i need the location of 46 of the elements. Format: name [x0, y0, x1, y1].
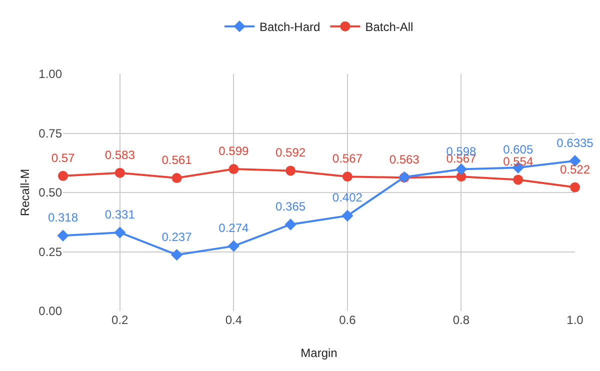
data-label: 0.402	[332, 190, 363, 205]
x-tick-label: 0.2	[112, 313, 129, 327]
y-tick-label: 1.00	[38, 67, 62, 82]
point	[342, 172, 352, 182]
data-label: 0.583	[104, 148, 136, 162]
data-label: 0.563	[389, 152, 420, 167]
point	[114, 226, 126, 238]
point	[513, 174, 524, 185]
point	[172, 173, 182, 184]
data-label: 0.599	[218, 144, 250, 158]
data-label: 0.57	[51, 150, 75, 165]
point	[455, 163, 468, 176]
point	[228, 164, 239, 174]
x-tick-label: 0.8	[452, 313, 470, 327]
point	[570, 182, 580, 192]
point	[342, 210, 354, 222]
point	[58, 170, 68, 181]
x-tick-label: 0.4	[225, 313, 242, 327]
data-label: 0.561	[162, 153, 192, 168]
legend-label: Batch-All	[365, 20, 414, 34]
y-tick-label: 0.75	[38, 126, 62, 140]
point	[170, 248, 183, 261]
data-label: 0.318	[48, 210, 78, 225]
data-label: 0.331	[104, 208, 136, 222]
data-label: 0.592	[276, 146, 306, 160]
data-label: 0.554	[503, 154, 534, 169]
point	[114, 168, 125, 178]
point	[228, 240, 240, 252]
x-axis-title: Margin	[300, 346, 338, 360]
point	[284, 218, 296, 230]
x-tick-label: 1.0	[566, 313, 584, 327]
y-tick-label: 0.25	[38, 244, 62, 259]
data-label: 0.274	[218, 221, 250, 236]
data-label: 0.237	[162, 230, 192, 244]
data-label: 0.6335	[556, 136, 594, 150]
data-label: 0.605	[503, 142, 534, 157]
legend-label: Batch-Hard	[260, 20, 320, 34]
point	[57, 230, 69, 242]
data-label: 0.365	[276, 200, 306, 214]
x-tick-label: 0.6	[339, 313, 356, 327]
y-tick-label: 0.00	[38, 304, 62, 318]
data-label: 0.567	[332, 152, 363, 166]
y-axis-title: Recall-M	[18, 168, 32, 216]
y-tick-label: 0.50	[38, 186, 62, 200]
point	[286, 166, 296, 176]
data-label: 0.522	[560, 162, 590, 176]
